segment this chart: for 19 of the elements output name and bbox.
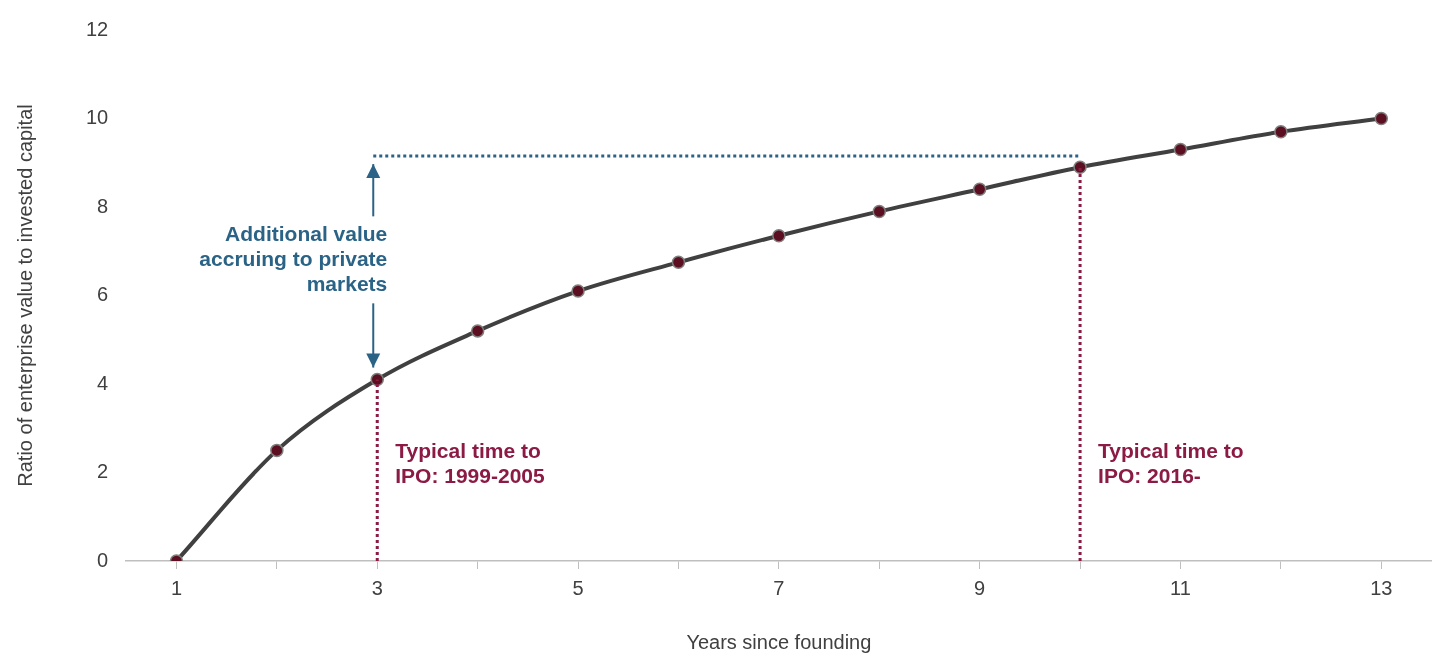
y-tick-label: 8 — [97, 194, 109, 217]
annotation: Typical time to IPO: 1999-2005 — [395, 438, 546, 487]
x-tick-label: 7 — [773, 576, 785, 599]
y-tick-label: 10 — [86, 106, 109, 129]
x-tick-label: 9 — [974, 576, 986, 599]
x-tick-label: 3 — [371, 576, 383, 599]
y-tick-label: 0 — [97, 548, 109, 571]
x-tick-label: 11 — [1170, 576, 1191, 599]
x-tick-label: 5 — [572, 576, 584, 599]
ref-line-label: Additional value accruing to private markets — [199, 221, 388, 295]
annotation: Typical time to IPO: 2016- — [1098, 438, 1244, 487]
y-tick-label: 2 — [97, 460, 109, 483]
x-tick-label: 1 — [170, 576, 183, 599]
x-axis-title: Years since founding — [686, 630, 872, 653]
x-tick-label: 13 — [1370, 576, 1393, 599]
y-tick-label: 6 — [97, 283, 109, 306]
y-tick-label: 12 — [86, 17, 109, 40]
y-tick-label: 4 — [97, 371, 109, 394]
y-axis-title: Ratio of enterprise value to invested capital — [13, 104, 36, 487]
